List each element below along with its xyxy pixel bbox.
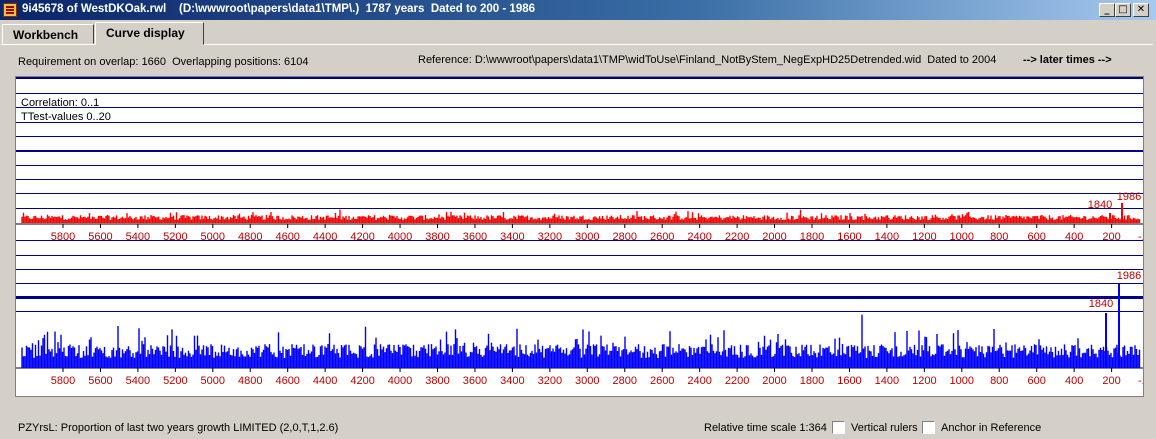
tick-label-top: 5000 <box>201 231 225 243</box>
vertical-rulers-checkbox[interactable] <box>832 421 845 434</box>
tick-label-bottom: 600 <box>1028 375 1046 387</box>
app-icon[interactable] <box>3 3 17 17</box>
tick-label-top: 4400 <box>313 231 337 243</box>
tick-label-top: 1800 <box>800 231 824 243</box>
maximize-button[interactable]: □ <box>1115 3 1131 17</box>
tick-label-top: 1600 <box>837 231 861 243</box>
overlap-info: Requirement on overlap: 1660 Overlapping… <box>18 56 309 68</box>
tick-label-top: 4000 <box>388 231 412 243</box>
tick-label-top: 3600 <box>463 231 487 243</box>
tick-label-top: 5800 <box>51 231 75 243</box>
tick-label-top: 400 <box>1065 231 1083 243</box>
marker-label-1986-bottom: 1986 <box>1117 270 1141 282</box>
marker-label-1986-top: 1986 <box>1117 191 1141 203</box>
tick-label-top: 5200 <box>163 231 187 243</box>
correlation-curve <box>21 209 1141 223</box>
time-scale-label: Relative time scale 1:364 <box>704 422 827 434</box>
tick-label-top: 2600 <box>650 231 674 243</box>
tick-label-top: 3800 <box>425 231 449 243</box>
tick-label-bottom: 2200 <box>725 375 749 387</box>
tick-label-bottom: 2600 <box>650 375 674 387</box>
tick-label-bottom: 2000 <box>762 375 786 387</box>
tick-label-bottom: 4400 <box>313 375 337 387</box>
tab-workbench[interactable]: Workbench <box>2 24 94 44</box>
window-title: 9i45678 of WestDKOak.rwl (D:\wwwroot\pap… <box>22 3 536 15</box>
tick-label-bottom: 4600 <box>275 375 299 387</box>
tick-label-bottom: 3200 <box>538 375 562 387</box>
tick-label-top: 2200 <box>725 231 749 243</box>
tick-label-bottom: 5000 <box>201 375 225 387</box>
tick-label-top: 4200 <box>350 231 374 243</box>
tick-label-bottom: 1400 <box>875 375 899 387</box>
marker-label-1840-bottom: 1840 <box>1089 298 1113 310</box>
tick-label-top: 3400 <box>500 231 524 243</box>
tick-label-top: 1000 <box>950 231 974 243</box>
close-button[interactable]: ✕ <box>1133 3 1149 17</box>
tick-label-bottom: 800 <box>990 375 1008 387</box>
tick-label-bottom: 5800 <box>51 375 75 387</box>
later-times-link[interactable]: --> later times --> <box>1023 54 1112 66</box>
tab-curve-display[interactable]: Curve display <box>95 22 204 45</box>
tick-label-top: 1400 <box>875 231 899 243</box>
ttest-curve <box>21 314 1141 368</box>
tick-label-bottom: 2400 <box>687 375 711 387</box>
marker-label-1840-top: 1840 <box>1088 199 1112 211</box>
tick-label-bottom: 4000 <box>388 375 412 387</box>
tick-label-top: -100 <box>1138 231 1143 243</box>
tick-label-bottom: 3800 <box>425 375 449 387</box>
tick-label-top: 3000 <box>575 231 599 243</box>
curve-display-panel <box>1 44 1153 438</box>
tick-label-top: 4800 <box>238 231 262 243</box>
tick-label-bottom: 2800 <box>613 375 637 387</box>
tick-label-bottom: 1200 <box>912 375 936 387</box>
tick-label-bottom: 1600 <box>837 375 861 387</box>
curve-plot-area[interactable]: 1840 1986 1840 1986 5800 5800 5600 5600 5400 5400… <box>15 76 1144 397</box>
tick-label-bottom: 5200 <box>163 375 187 387</box>
tick-label-bottom: 3400 <box>500 375 524 387</box>
tick-label-top: 5400 <box>126 231 150 243</box>
status-pzyrsl: PZYrsL: Proportion of last two years gro… <box>18 422 339 434</box>
tick-label-top: 2400 <box>687 231 711 243</box>
tick-label-bottom: 1800 <box>800 375 824 387</box>
tick-label-bottom: 3600 <box>463 375 487 387</box>
anchor-checkbox[interactable] <box>922 421 935 434</box>
tick-label-top: 600 <box>1028 231 1046 243</box>
curve-chart: 1840 1986 1840 1986 5800 5800 5600 5600 5400 5400… <box>16 77 1143 387</box>
correlation-legend: Correlation: 0..1 <box>21 97 100 109</box>
tick-label-top: 800 <box>990 231 1008 243</box>
minimize-button[interactable]: _ <box>1099 3 1115 17</box>
anchor-label: Anchor in Reference <box>941 422 1042 434</box>
tick-label-top: 4600 <box>275 231 299 243</box>
title-bar: 9i45678 of WestDKOak.rwl (D:\wwwroot\pap… <box>0 0 1156 20</box>
ttest-legend: TTest-values 0..20 <box>21 111 111 123</box>
tick-label-top: 1200 <box>912 231 936 243</box>
tick-label-bottom: 200 <box>1102 375 1120 387</box>
tick-label-bottom: 5400 <box>126 375 150 387</box>
tick-label-top: 200 <box>1102 231 1120 243</box>
tick-label-top: 5600 <box>88 231 112 243</box>
tick-label-bottom: 400 <box>1065 375 1083 387</box>
tick-label-bottom: 3000 <box>575 375 599 387</box>
tick-label-bottom: -100 <box>1138 375 1143 387</box>
tick-label-top: 2000 <box>762 231 786 243</box>
tick-label-top: 2800 <box>613 231 637 243</box>
tab-strip: Workbench Curve display <box>0 22 1156 45</box>
tick-label-bottom: 1000 <box>950 375 974 387</box>
tick-label-bottom: 5600 <box>88 375 112 387</box>
tick-label-bottom: 4800 <box>238 375 262 387</box>
reference-info: Reference: D:\wwwroot\papers\data1\TMP\w… <box>418 54 997 66</box>
vertical-rulers-label: Vertical rulers <box>851 422 918 434</box>
tick-label-bottom: 4200 <box>350 375 374 387</box>
tick-label-top: 3200 <box>538 231 562 243</box>
